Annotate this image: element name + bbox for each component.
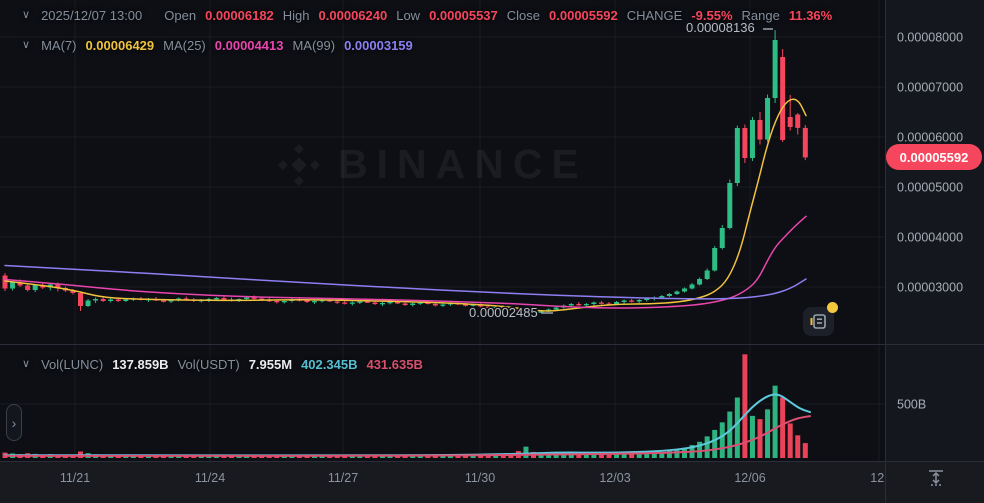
open-value: 0.00006182 — [205, 8, 274, 23]
range-label: Range — [741, 8, 780, 23]
low-label: Low — [396, 8, 421, 23]
low-value: 0.00005537 — [429, 8, 498, 23]
svg-text:500B: 500B — [897, 398, 926, 412]
ma99-value: 0.00003159 — [344, 38, 413, 53]
range-value: 11.36% — [788, 8, 833, 23]
high-label: High — [282, 8, 310, 23]
svg-text:12/03: 12/03 — [599, 471, 630, 485]
svg-text:0.00002485: 0.00002485 — [469, 305, 538, 320]
vol-usdt-value: 7.955M — [248, 357, 293, 372]
ma99-label: MA(99) — [292, 38, 336, 53]
svg-text:0.00007000: 0.00007000 — [897, 81, 963, 95]
scale-reset-icon — [929, 470, 943, 486]
svg-text:0.00003000: 0.00003000 — [897, 281, 963, 295]
svg-text:0.00008000: 0.00008000 — [897, 31, 963, 45]
news-document-icon — [810, 314, 826, 329]
price-axis-pane[interactable] — [885, 0, 984, 503]
ohlc-collapse-chevron-icon[interactable]: ∨ — [22, 9, 31, 21]
scale-reset-button[interactable] — [922, 467, 950, 489]
price-axis-labels: 0.00008000 0.00007000 0.00006000 0.00005000… — [897, 31, 963, 412]
svg-text:0.00004000: 0.00004000 — [897, 231, 963, 245]
open-label: Open — [164, 8, 197, 23]
ma-legend: ∨ MA(7) 0.00006429 MA(25) 0.00004413 MA(… — [22, 38, 413, 53]
high-value: 0.00006240 — [318, 8, 388, 23]
svg-text:0.00005000: 0.00005000 — [897, 181, 963, 195]
binance-logo-icon — [278, 143, 320, 186]
price-ma-lines — [4, 98, 807, 312]
change-value: -9.55% — [691, 8, 733, 23]
ma25-value: 0.00004413 — [214, 38, 284, 53]
ma7-label: MA(7) — [41, 38, 77, 53]
svg-text:11/24: 11/24 — [195, 471, 225, 485]
change-label: CHANGE — [626, 8, 683, 23]
close-label: Close — [506, 8, 541, 23]
svg-text:0.00008136: 0.00008136 — [686, 20, 755, 35]
svg-text:11/21: 11/21 — [60, 471, 90, 485]
time-axis-labels: 11/21 11/24 11/27 11/30 12/03 12/06 12/ — [60, 471, 888, 485]
volume-legend: ∨ Vol(LUNC) 137.859B Vol(USDT) 7.955M 40… — [22, 357, 423, 372]
ma25-label: MA(25) — [163, 38, 206, 53]
svg-text:12/: 12/ — [870, 471, 888, 485]
svg-text:11/27: 11/27 — [328, 471, 358, 485]
candle-timestamp: 2025/12/07 13:00 — [41, 8, 143, 23]
vol-usdt-label: Vol(USDT) — [177, 357, 240, 372]
svg-text:11/30: 11/30 — [465, 471, 495, 485]
price-annotations: 0.00008136 0.00002485 — [468, 19, 773, 322]
volume-ma-lines — [4, 393, 811, 457]
vol-lunc-label: Vol(LUNC) — [41, 357, 104, 372]
last-price-badge: 0.00005592 — [886, 144, 982, 171]
vol-ma2-value: 431.635B — [366, 357, 423, 372]
gridlines — [0, 0, 885, 461]
watermark-brand-text: BINANCE — [338, 141, 588, 187]
ma7-value: 0.00006429 — [85, 38, 155, 53]
vol-lunc-value: 137.859B — [112, 357, 169, 372]
time-axis-pane[interactable] — [0, 461, 984, 503]
svg-text:0.00006000: 0.00006000 — [897, 131, 963, 145]
svg-text:12/06: 12/06 — [734, 471, 765, 485]
binance-watermark: BINANCE — [276, 141, 588, 188]
news-feed-button[interactable] — [803, 302, 838, 336]
vol-ma1-value: 402.345B — [301, 357, 358, 372]
volume-collapse-chevron-icon[interactable]: ∨ — [22, 358, 31, 370]
ma-collapse-chevron-icon[interactable]: ∨ — [22, 39, 31, 51]
panel-expand-button[interactable]: › — [6, 404, 22, 441]
ohlc-legend: ∨ 2025/12/07 13:00 Open 0.00006182 High … — [22, 8, 832, 23]
close-value: 0.00005592 — [549, 8, 618, 23]
notification-dot — [827, 302, 838, 313]
